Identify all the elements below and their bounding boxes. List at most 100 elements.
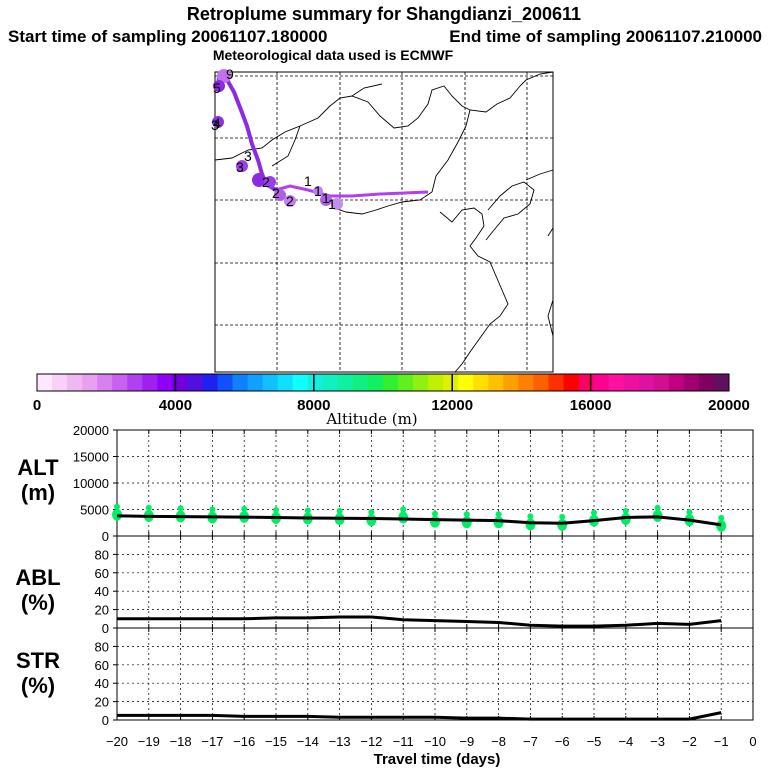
x-axis-ticks: −20 −19 −18 −17 −16 −15 −14 −13 −12 −11 −10 −9 −8 −7−… [106, 430, 757, 749]
alt-scatter-point [557, 518, 568, 531]
alt-scatter-point [495, 511, 502, 518]
colorbar-frame [36, 373, 730, 392]
alt-scatter-point [686, 509, 693, 516]
day-label: 1 [322, 190, 330, 206]
alt-scatter-point [716, 519, 727, 532]
colorbar-swatch [638, 374, 655, 391]
y-tick-label: 15000 [73, 450, 109, 465]
y-tick-label: 80 [95, 547, 109, 562]
alt-scatter-point [559, 513, 566, 520]
str-line [117, 711, 722, 721]
day-label: 3 [236, 159, 244, 175]
colorbar-swatch [623, 374, 640, 391]
x-tick-label: −8 [491, 734, 506, 749]
y-tick-label: 0 [102, 621, 109, 636]
colorbar-swatch [398, 374, 414, 391]
x-tick-label: 0 [749, 734, 756, 749]
y-tick-label: 20 [95, 695, 109, 710]
colorbar-swatch [563, 374, 580, 391]
map-coastlines [214, 71, 554, 373]
alt-mean-line [116, 514, 722, 527]
alt-scatter-point [461, 516, 472, 529]
x-tick-label: −15 [265, 734, 287, 749]
alt-panel-label: ALT [17, 455, 59, 480]
alt-scatter-point [241, 505, 248, 512]
colorbar-swatch [187, 374, 203, 391]
y-tick-label: 0 [102, 713, 109, 728]
abl-panel-unit: (%) [21, 590, 55, 615]
colorbar-swatch [608, 374, 625, 391]
map-gridlines [215, 72, 553, 372]
y-tick-label: 20 [95, 603, 109, 618]
cluster-marker [217, 69, 231, 83]
colorbar-swatch [157, 374, 173, 391]
alt-scatter-point [209, 506, 216, 513]
colorbar-swatch [37, 374, 53, 391]
x-tick-label: −1 [714, 734, 729, 749]
colorbar-swatch [593, 374, 610, 391]
colorbar-swatch [217, 374, 234, 391]
x-axis-label: Travel time (days) [374, 751, 501, 768]
map-panel: 9 5 4 3 3 3 2 2 2 1 1 1 1 [211, 66, 554, 373]
day-label: 4 [213, 115, 221, 131]
x-tick-label: −20 [106, 734, 128, 749]
start-time-label: Start time of sampling 20061107.180000 [8, 27, 327, 46]
colorbar-swatch [413, 374, 429, 391]
x-tick-label: −16 [233, 734, 255, 749]
cluster-marker [284, 195, 296, 207]
colorbar-swatch [533, 374, 549, 391]
y-tick-label: 10000 [73, 476, 109, 491]
x-tick-label: −6 [555, 734, 570, 749]
x-tick-label: −14 [297, 734, 319, 749]
met-data-label: Meteorological data used is ECMWF [213, 47, 454, 63]
colorbar-tick-label: 4000 [159, 397, 192, 414]
colorbar-swatch [262, 374, 279, 391]
trajectory-cluster-markers [212, 69, 343, 210]
colorbar-swatch [548, 374, 565, 391]
cluster-marker [264, 176, 276, 188]
colorbar-swatch [668, 374, 685, 391]
colorbar-tick-label: 8000 [297, 397, 330, 414]
abl-y-ticks: 80 60 40 20 0 [95, 547, 117, 636]
alt-scatter-point [430, 515, 440, 528]
cluster-marker [213, 80, 225, 92]
colorbar-swatch [473, 374, 489, 391]
y-tick-label: 5000 [80, 503, 109, 518]
x-tick-label: −18 [170, 734, 192, 749]
alt-scatter-point [114, 503, 120, 510]
colorbar-swatch [247, 374, 264, 391]
colorbar-swatch [307, 374, 324, 391]
alt-scatter-point [336, 508, 343, 515]
colorbar-swatch [653, 374, 670, 391]
colorbar-swatch [52, 374, 68, 391]
y-tick-label: 20000 [73, 423, 109, 438]
y-tick-label: 40 [95, 584, 109, 599]
alt-scatter-point [304, 507, 311, 514]
cluster-marker [274, 189, 286, 201]
colorbar-tick-label: 0 [33, 397, 41, 414]
x-tick-label: −4 [618, 734, 633, 749]
day-label: 5 [213, 80, 221, 96]
y-tick-label: 60 [95, 566, 109, 581]
x-tick-label: −3 [650, 734, 665, 749]
colorbar-tick-label: 20000 [708, 397, 750, 414]
str-gridlines [117, 628, 753, 721]
colorbar-swatch [518, 374, 534, 391]
abl-panel: ABL (%) 80 60 40 20 0 [15, 535, 754, 636]
colorbar-swatch [232, 374, 249, 391]
x-tick-label: −17 [201, 734, 223, 749]
x-tick-label: −10 [424, 734, 446, 749]
colorbar-swatch [503, 374, 519, 391]
str-panel: STR (%) 80 60 40 20 0 [16, 627, 754, 728]
str-panel-label: STR [16, 648, 60, 673]
day-label: 2 [262, 174, 270, 190]
alt-scatter-point [654, 504, 661, 511]
colorbar-swatch [127, 374, 143, 391]
colorbar-swatch [202, 374, 219, 391]
abl-line [117, 615, 722, 628]
trajectory-day-labels: 9 5 4 3 3 3 2 2 2 1 1 1 1 [211, 66, 336, 212]
day-label: 3 [211, 117, 219, 133]
day-label: 9 [226, 66, 234, 82]
colorbar-swatch [82, 374, 98, 391]
